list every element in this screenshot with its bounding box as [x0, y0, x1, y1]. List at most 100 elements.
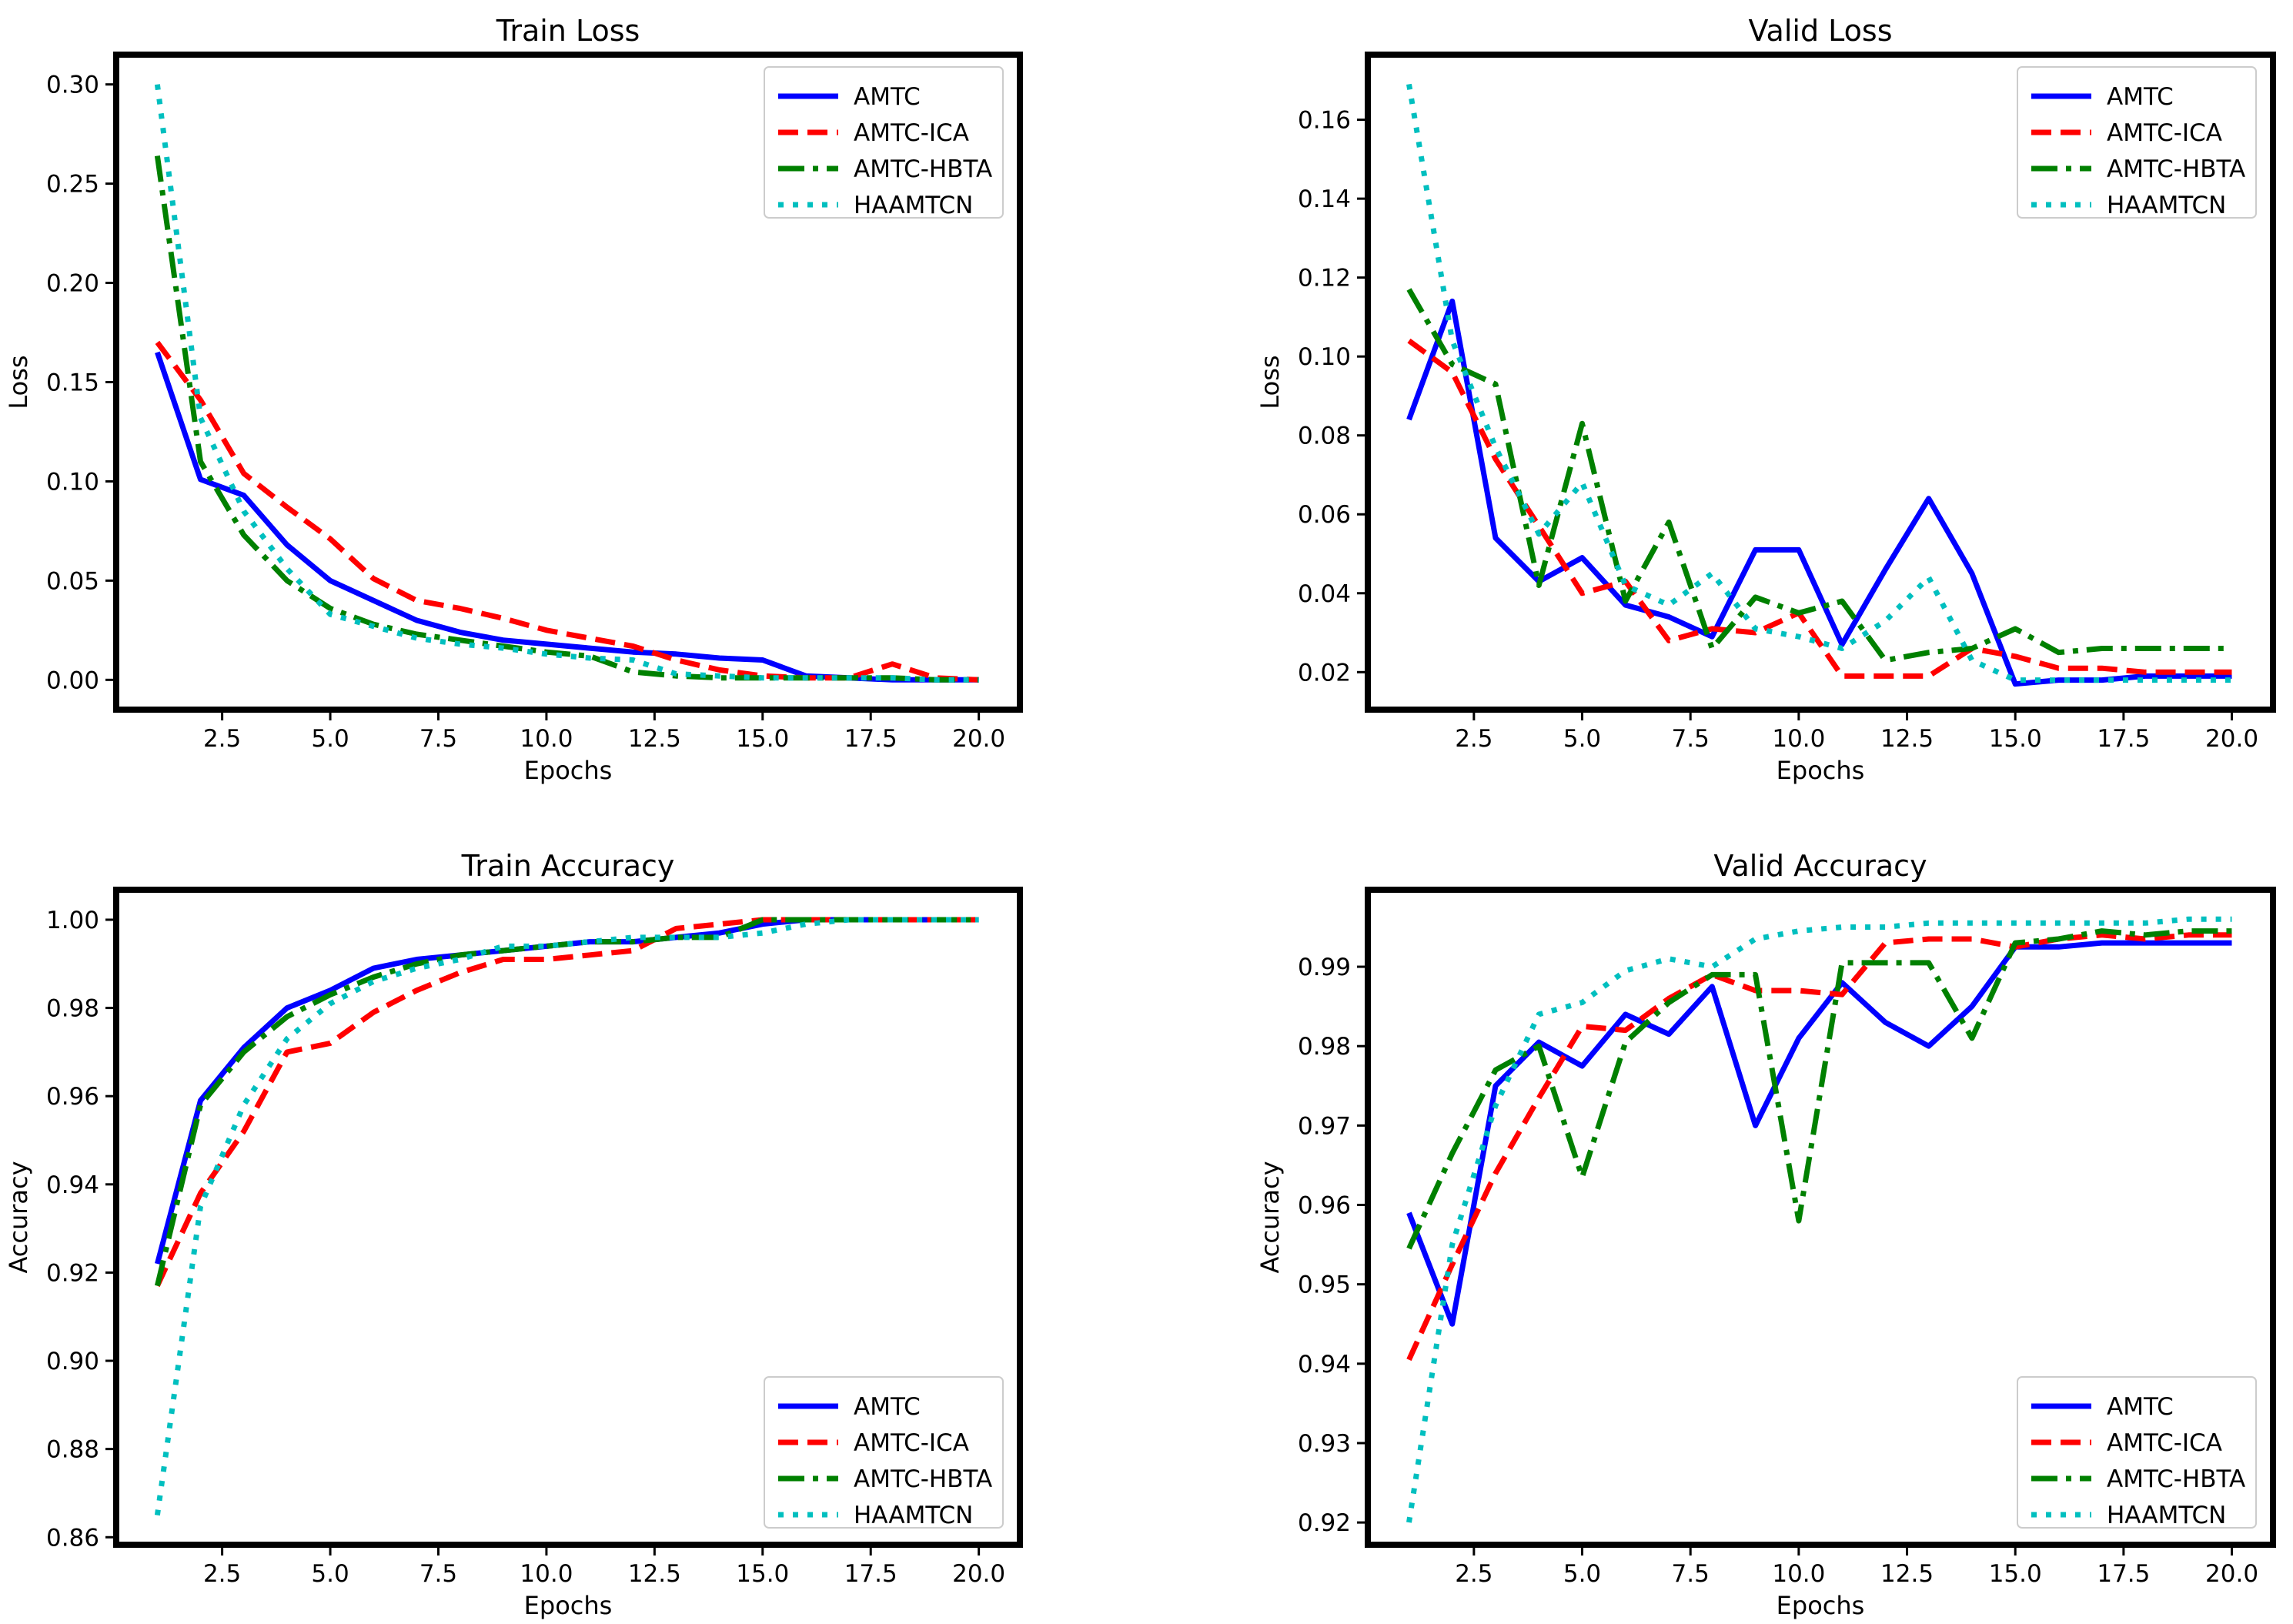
- x-tick-label: 2.5: [203, 725, 241, 753]
- y-tick-label: 0.88: [46, 1436, 99, 1464]
- legend-label-amtc: AMTC: [2107, 83, 2174, 111]
- legend-box: [764, 66, 1004, 219]
- x-tick-label: 12.5: [1880, 725, 1934, 753]
- x-tick-label: 15.0: [1989, 725, 2042, 753]
- y-tick-label: 0.96: [46, 1083, 99, 1111]
- x-tick-label: 5.0: [1563, 725, 1601, 753]
- legend-label-amtc-ica: AMTC-ICA: [2107, 1429, 2222, 1457]
- x-tick-label: 5.0: [311, 1560, 349, 1588]
- x-tick-label: 12.5: [628, 1560, 681, 1588]
- chart-panel-valid-accuracy: Valid Accuracy 2.5 5.0 7.5 10.0 12.5 15.0 17.5 2…: [1255, 849, 2276, 1620]
- x-axis-label: Epochs: [1777, 756, 1865, 785]
- chart-panel-valid-loss: Valid Loss 2.5 5.0 7.5 10.0 12.5 15.0 17.5 20.0 0…: [1255, 14, 2276, 785]
- y-tick-label: 0.96: [1298, 1192, 1351, 1220]
- chart-title: Train Accuracy: [461, 849, 675, 883]
- series-line-amtc-ica: [1406, 932, 2232, 1362]
- x-tick-label: 20.0: [952, 725, 1005, 753]
- x-axis-label: Epochs: [1777, 1591, 1865, 1620]
- y-axis-label: Accuracy: [1255, 1161, 1285, 1273]
- legend-label-amtc-hbta: AMTC-HBTA: [2107, 155, 2245, 183]
- series-line-amtc-ica: [155, 340, 979, 683]
- legend-label-haamtcn: HAAMTCN: [854, 192, 973, 219]
- chart-panel-train-loss: Train Loss 2.5 5.0 7.5 10.0 12.5 15.0 17.5 20.0 0…: [4, 14, 1023, 785]
- legend-label-haamtcn: HAAMTCN: [854, 1502, 973, 1529]
- legend-label-amtc-ica: AMTC-ICA: [854, 119, 969, 147]
- y-tick-label: 0.15: [46, 369, 99, 397]
- x-tick-label: 10.0: [1772, 725, 1825, 753]
- legend: AMTC AMTC-ICA AMTC-HBTA HAAMTCN: [764, 66, 1004, 219]
- x-tick-label: 12.5: [628, 725, 681, 753]
- x-tick-label: 17.5: [844, 1560, 897, 1588]
- legend-box: [2017, 1376, 2257, 1529]
- y-tick-label: 0.98: [46, 995, 99, 1023]
- x-tick-label: 2.5: [1455, 725, 1492, 753]
- series-line-amtc-hbta: [1406, 288, 2232, 663]
- x-tick-label: 15.0: [736, 725, 789, 753]
- series-line-amtc: [1406, 940, 2232, 1327]
- legend: AMTC AMTC-ICA AMTC-HBTA HAAMTCN: [2017, 66, 2257, 219]
- series-line-amtc-ica: [155, 917, 979, 1288]
- series-line-amtc-hbta: [1406, 928, 2232, 1250]
- x-tick-label: 17.5: [844, 725, 897, 753]
- y-tick-label: 0.90: [46, 1348, 99, 1375]
- x-tick-label: 17.5: [2097, 1560, 2150, 1588]
- series-line-amtc: [1406, 298, 2232, 687]
- series-line-amtc-ica: [1407, 338, 2232, 679]
- y-tick-label: 0.08: [1298, 423, 1351, 450]
- x-tick-label: 20.0: [2205, 725, 2258, 753]
- y-tick-label: 0.20: [46, 270, 99, 298]
- legend-label-haamtcn: HAAMTCN: [2107, 1502, 2226, 1529]
- x-tick-label: 5.0: [1563, 1560, 1601, 1588]
- x-tick-label: 7.5: [419, 725, 457, 753]
- chart-title: Valid Accuracy: [1713, 849, 1927, 883]
- y-tick-label: 0.99: [1298, 954, 1351, 981]
- x-axis-label: Epochs: [524, 756, 613, 785]
- series-line-amtc: [155, 917, 979, 1265]
- x-axis-label: Epochs: [524, 1591, 613, 1620]
- x-tick-label: 5.0: [311, 725, 349, 753]
- plot-area-frame: [1365, 52, 2276, 713]
- y-tick-label: 0.06: [1298, 501, 1351, 529]
- legend-box: [764, 1376, 1004, 1529]
- y-tick-label: 0.94: [1298, 1351, 1351, 1378]
- x-tick-label: 15.0: [1989, 1560, 2042, 1588]
- chart-title: Valid Loss: [1749, 14, 1893, 48]
- plot-area-frame: [1365, 887, 2276, 1548]
- plot-area-frame: [113, 887, 1023, 1548]
- y-tick-label: 0.16: [1298, 107, 1351, 135]
- legend-label-amtc-ica: AMTC-ICA: [2107, 119, 2222, 147]
- x-tick-label: 12.5: [1880, 1560, 1934, 1588]
- y-axis-label: Accuracy: [4, 1161, 33, 1273]
- x-tick-label: 15.0: [736, 1560, 789, 1588]
- legend: AMTC AMTC-ICA AMTC-HBTA HAAMTCN: [2017, 1376, 2257, 1529]
- y-tick-label: 0.97: [1298, 1112, 1351, 1140]
- chart-title: Train Loss: [496, 14, 640, 48]
- legend-label-amtc: AMTC: [2107, 1393, 2174, 1421]
- y-axis-label: Loss: [1255, 355, 1285, 409]
- y-tick-label: 0.86: [46, 1524, 99, 1552]
- x-tick-label: 10.0: [520, 1560, 573, 1588]
- y-tick-label: 0.10: [1298, 343, 1351, 371]
- y-tick-label: 0.10: [46, 468, 99, 496]
- x-tick-label: 17.5: [2097, 725, 2150, 753]
- y-tick-label: 0.93: [1298, 1430, 1351, 1458]
- x-tick-label: 10.0: [1772, 1560, 1825, 1588]
- y-axis-label: Loss: [4, 355, 33, 409]
- legend-label-amtc: AMTC: [854, 1393, 921, 1421]
- x-tick-label: 20.0: [2205, 1560, 2258, 1588]
- y-tick-label: 0.92: [1298, 1509, 1351, 1537]
- legend-label-haamtcn: HAAMTCN: [2107, 192, 2226, 219]
- legend-label-amtc-hbta: AMTC-HBTA: [854, 155, 992, 183]
- chart-panel-train-accuracy: Train Accuracy 2.5 5.0 7.5 10.0 12.5 15.0 17.5 2…: [4, 849, 1023, 1620]
- y-tick-label: 0.98: [1298, 1033, 1351, 1061]
- series-line-amtc-hbta: [154, 917, 979, 1287]
- y-tick-label: 0.00: [46, 667, 99, 694]
- y-tick-label: 0.14: [1298, 185, 1351, 213]
- x-tick-label: 7.5: [1672, 1560, 1710, 1588]
- legend-label-amtc: AMTC: [854, 83, 921, 111]
- y-tick-label: 1.00: [46, 907, 99, 934]
- y-tick-label: 0.94: [46, 1171, 99, 1199]
- legend-label-amtc-hbta: AMTC-HBTA: [2107, 1465, 2245, 1493]
- y-tick-label: 0.04: [1298, 580, 1351, 608]
